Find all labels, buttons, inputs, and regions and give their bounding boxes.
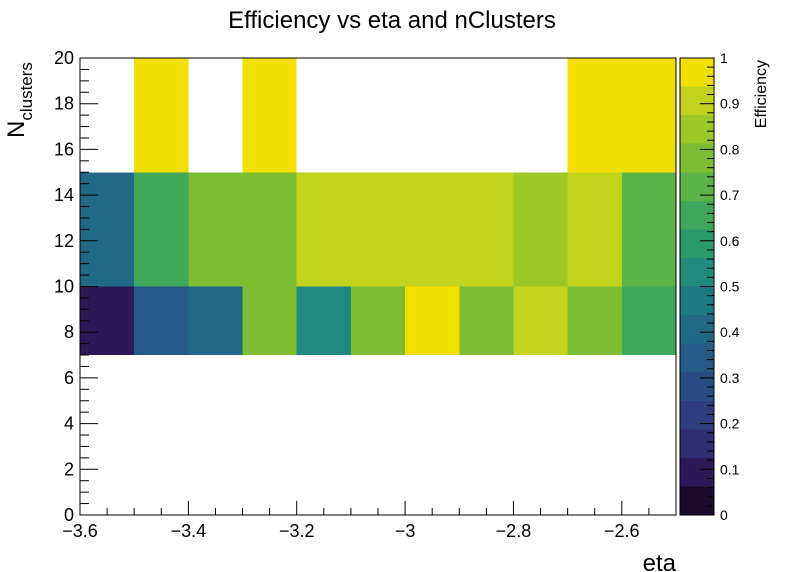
y-axis-label: Nclusters <box>3 62 36 138</box>
color-scale-swatch <box>680 286 714 316</box>
heatmap-cell <box>405 286 460 356</box>
x-tick-label: −2.6 <box>604 521 640 541</box>
color-scale-swatch <box>680 58 714 87</box>
y-tick-label: 12 <box>54 231 74 251</box>
color-scale-swatch <box>680 115 714 144</box>
color-scale-swatch <box>680 343 714 373</box>
y-tick-label: 6 <box>64 368 74 388</box>
heatmap-cell <box>567 172 622 287</box>
heatmap-cell <box>296 286 351 356</box>
heatmap-cell <box>188 172 243 287</box>
color-scale-swatch <box>680 229 714 258</box>
heatmap-cell <box>242 58 297 173</box>
color-scale-swatch <box>680 429 714 458</box>
z-tick-label: 0.7 <box>720 187 740 203</box>
y-axis-ticks: 0 2 4 6 8 10 12 14 16 18 20 <box>54 48 98 525</box>
y-tick-label: 16 <box>54 139 74 159</box>
y-axis-label-group: Nclusters <box>3 62 36 138</box>
y-tick-label: 20 <box>54 48 74 68</box>
x-tick-label: −3 <box>395 521 416 541</box>
color-scale-label: Efficiency <box>753 60 770 128</box>
heatmap-cell <box>242 172 297 287</box>
x-axis-ticks: −3.6 −3.4 −3.2 −3 −2.8 −2.6 <box>62 501 677 541</box>
y-tick-label: 8 <box>64 322 74 342</box>
heatmap-cell <box>242 286 297 356</box>
heatmap-cell <box>621 172 676 287</box>
color-scale-swatch <box>680 457 714 487</box>
heatmap-cell <box>296 172 351 287</box>
color-scale-swatch <box>680 315 714 344</box>
color-scale-swatch <box>680 86 714 116</box>
z-tick-label: 0.2 <box>720 416 740 432</box>
x-tick-label: −2.8 <box>496 521 532 541</box>
y-tick-label: 18 <box>54 94 74 114</box>
x-tick-label: −3.4 <box>171 521 207 541</box>
y-axis-label-main: N <box>3 121 30 138</box>
heatmap-cell <box>567 58 622 173</box>
y-tick-label: 14 <box>54 185 74 205</box>
heatmap-cell <box>134 286 189 356</box>
z-tick-label: 1 <box>720 50 728 66</box>
z-tick-label: 0.4 <box>720 324 740 340</box>
y-tick-label: 10 <box>54 277 74 297</box>
heatmap-cell <box>134 58 189 173</box>
color-scale-swatch <box>680 486 714 515</box>
y-tick-label: 0 <box>64 505 74 525</box>
y-tick-label: 2 <box>64 459 74 479</box>
z-tick-label: 0.3 <box>720 370 740 386</box>
heatmap-cell <box>80 172 135 287</box>
color-scale-swatch <box>680 257 714 287</box>
heatmap-cell <box>80 286 135 356</box>
heatmap-cell <box>405 172 460 287</box>
heatmap-cell <box>513 172 568 287</box>
heatmap-cell <box>459 286 514 356</box>
heatmap-cell <box>621 286 676 356</box>
z-tick-label: 0.6 <box>720 233 740 249</box>
x-tick-label: −3.6 <box>62 521 98 541</box>
z-tick-label: 0 <box>720 507 728 523</box>
heatmap-cell <box>350 172 406 287</box>
color-scale-swatch <box>680 200 714 230</box>
x-axis-label: eta <box>643 550 677 572</box>
heatmap-cell <box>350 286 406 356</box>
z-tick-label: 0.5 <box>720 279 740 295</box>
y-axis-label-sub: clusters <box>17 62 36 121</box>
z-tick-label: 0.9 <box>720 96 740 112</box>
heatmap-cell <box>567 286 622 356</box>
heatmap-cell <box>513 286 568 356</box>
y-tick-label: 4 <box>64 414 74 434</box>
heatmap-cell <box>459 172 514 287</box>
color-scale-ticks: 0 0.1 0.2 0.3 0.4 0.5 0.6 0.7 0.8 0.9 1 <box>700 50 740 523</box>
heatmap-cells <box>80 58 676 356</box>
z-tick-label: 0.1 <box>720 461 740 477</box>
heatmap-cell <box>188 286 243 356</box>
chart-title: Efficiency vs eta and nClusters <box>228 7 556 34</box>
x-tick-label: −3.2 <box>279 521 315 541</box>
heatmap-cell <box>621 58 676 173</box>
heatmap-cell <box>134 172 189 287</box>
z-tick-label: 0.8 <box>720 141 740 157</box>
